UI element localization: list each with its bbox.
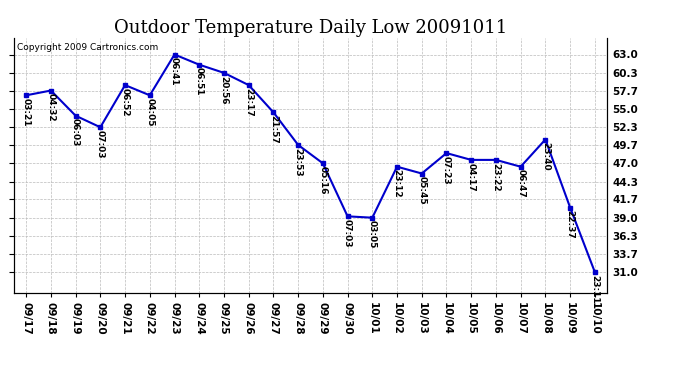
Text: 23:12: 23:12 xyxy=(393,170,402,198)
Text: 03:05: 03:05 xyxy=(368,220,377,249)
Text: 06:51: 06:51 xyxy=(195,68,204,96)
Text: 23:17: 23:17 xyxy=(244,88,253,117)
Text: 04:17: 04:17 xyxy=(466,163,475,191)
Text: 05:45: 05:45 xyxy=(417,176,426,205)
Text: 07:03: 07:03 xyxy=(96,130,105,159)
Text: 20:56: 20:56 xyxy=(219,76,228,104)
Text: 23:40: 23:40 xyxy=(541,142,550,171)
Text: Copyright 2009 Cartronics.com: Copyright 2009 Cartronics.com xyxy=(17,43,158,52)
Title: Outdoor Temperature Daily Low 20091011: Outdoor Temperature Daily Low 20091011 xyxy=(114,20,507,38)
Text: 03:21: 03:21 xyxy=(21,98,30,127)
Text: 06:41: 06:41 xyxy=(170,57,179,86)
Text: 05:16: 05:16 xyxy=(318,166,327,195)
Text: 04:05: 04:05 xyxy=(146,98,155,127)
Text: 23:22: 23:22 xyxy=(491,163,500,191)
Text: 04:32: 04:32 xyxy=(46,93,55,122)
Text: 07:03: 07:03 xyxy=(343,219,352,248)
Text: 06:47: 06:47 xyxy=(516,170,525,198)
Text: 23:53: 23:53 xyxy=(294,148,303,176)
Text: 23:11: 23:11 xyxy=(591,275,600,303)
Text: 22:37: 22:37 xyxy=(566,210,575,239)
Text: 07:23: 07:23 xyxy=(442,156,451,184)
Text: 06:03: 06:03 xyxy=(71,118,80,147)
Text: 21:57: 21:57 xyxy=(269,115,278,144)
Text: 06:52: 06:52 xyxy=(121,88,130,116)
